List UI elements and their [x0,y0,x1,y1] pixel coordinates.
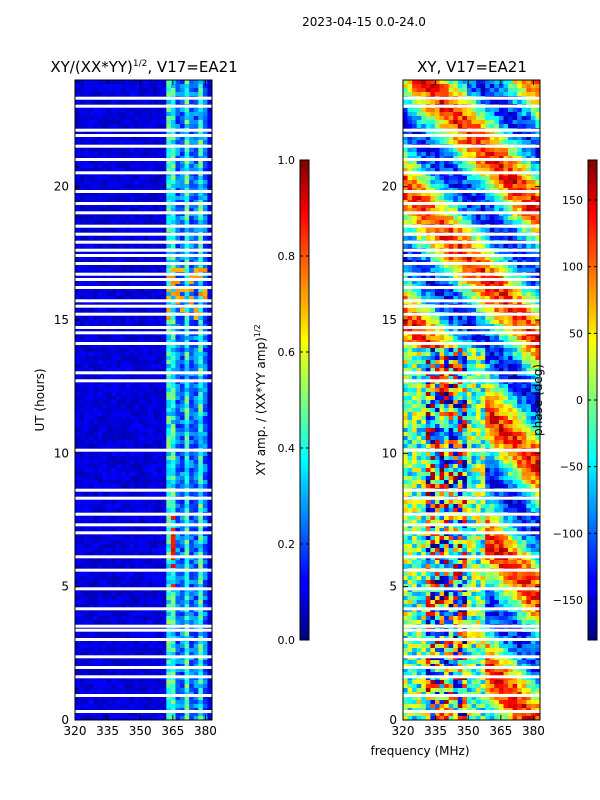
phase-x-tick-label: 350 [457,724,480,738]
phase-axes-frame [402,79,541,721]
phase-y-tick-label: 20 [382,180,397,194]
amp-colorbar: 0.0 0.2 0.4 0.6 0.8 1.0 XY amp. / (XX*YY amp)… [253,154,310,647]
amp-colorbar-label: XY amp. / (XX*YY amp)1/2 [253,324,268,475]
amp-x-tick-label: 365 [161,724,184,738]
phase-colorbar-tick-label: 0 [576,394,583,407]
phase-y-tick-label: 5 [389,580,397,594]
amp-x-tick-label: 350 [129,724,152,738]
amp-colorbar-tick-label: 0.0 [278,634,296,647]
amp-y-tick-label: 5 [61,580,69,594]
figure-suptitle: 2023-04-15 0.0-24.0 [302,15,426,29]
amp-x-tick-label: 380 [194,724,217,738]
phase-panel-title: XY, V17=EA21 [417,58,527,76]
amp-panel-title: XY/(XX*YY)1/2, V17=EA21 [50,58,237,76]
phase-colorbar-ticks: −150 −100 −50 0 50 100 150 [553,194,597,607]
phase-y-tick-label: 0 [389,713,397,727]
amp-y-axis-label: UT (hours) [33,368,47,431]
amp-colorbar-tick-label: 0.8 [278,250,296,263]
amp-y-axis: 0 5 10 15 20 [54,180,212,727]
amp-y-tick-label: 15 [54,313,69,327]
phase-colorbar-tick-label: 100 [562,261,583,274]
phase-x-tick-label: 380 [522,724,545,738]
phase-panel: XY, V17=EA21 320 335 350 365 380 0 5 10 15 20 fr… [370,58,544,758]
amp-colorbar-tick-label: 1.0 [278,154,296,167]
amp-x-tick-label: 320 [64,724,87,738]
amp-y-tick-label: 20 [54,180,69,194]
phase-colorbar-tick-label: 150 [562,194,583,207]
phase-colorbar-tick-label: −50 [560,461,583,474]
phase-colorbar-tick-label: −100 [553,527,583,540]
frequency-axis-label: frequency (MHz) [370,744,469,758]
phase-heatmap [403,80,541,721]
amp-colorbar-tick-label: 0.4 [278,442,296,455]
phase-colorbar-tick-label: 50 [569,327,583,340]
amp-x-axis: 320 335 350 365 380 [64,80,217,738]
phase-y-tick-label: 15 [382,313,397,327]
phase-y-axis: 0 5 10 15 20 [382,180,540,727]
amp-colorbar-tick-label: 0.2 [278,538,296,551]
amp-panel: XY/(XX*YY)1/2, V17=EA21 320 335 350 365 380 … [33,58,238,738]
amp-heatmap [75,80,213,721]
phase-colorbar: −150 −100 −50 0 50 100 150 phase (deg) [531,159,598,641]
phase-colorbar-tick-label: −150 [553,594,583,607]
phase-x-axis: 320 335 350 365 380 [392,80,545,738]
amp-y-tick-label: 0 [61,713,69,727]
amp-axes-frame [74,79,213,721]
phase-x-tick-label: 335 [424,724,447,738]
amp-colorbar-gradient [299,159,310,641]
amp-y-tick-label: 10 [54,446,69,460]
phase-colorbar-label: phase (deg) [531,364,545,436]
phase-x-tick-label: 320 [392,724,415,738]
amp-colorbar-ticks: 0.0 0.2 0.4 0.6 0.8 1.0 [278,154,309,647]
phase-y-tick-label: 10 [382,446,397,460]
phase-x-tick-label: 365 [489,724,512,738]
amp-x-tick-label: 335 [96,724,119,738]
amp-colorbar-tick-label: 0.6 [278,346,296,359]
